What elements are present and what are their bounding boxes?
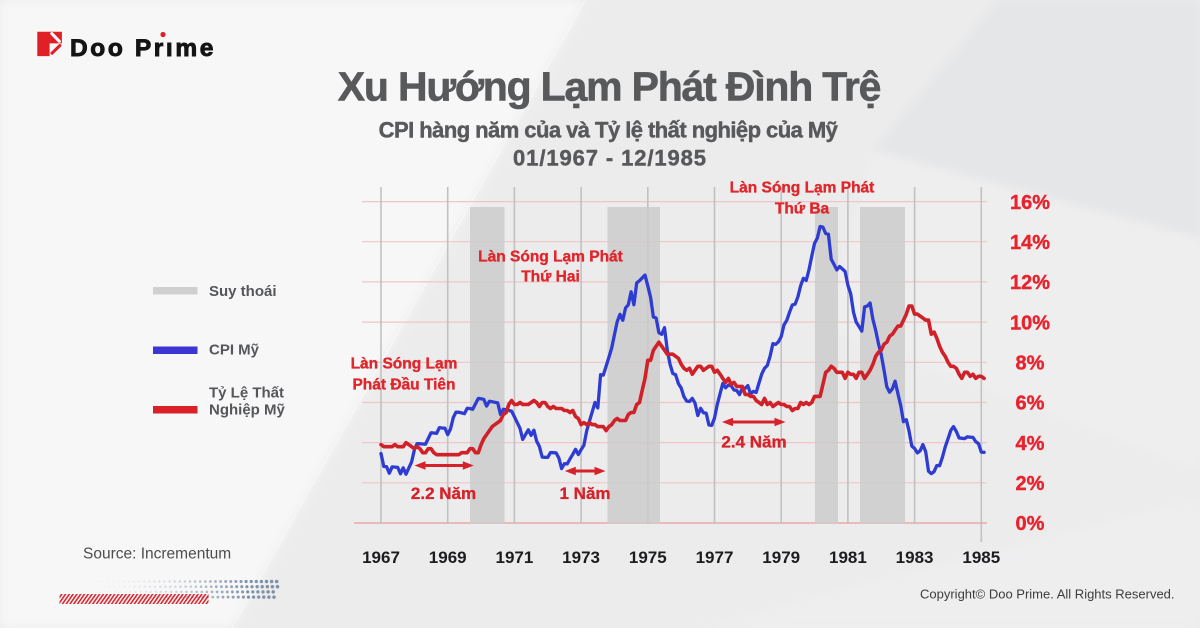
svg-text:Nghiệp Mỹ: Nghiệp Mỹ <box>209 402 285 419</box>
svg-text:1979: 1979 <box>762 548 800 567</box>
svg-text:1967: 1967 <box>362 548 400 567</box>
svg-text:12%: 12% <box>1010 272 1050 294</box>
svg-text:01/1967 - 12/1985: 01/1967 - 12/1985 <box>513 146 707 171</box>
svg-text:14%: 14% <box>1010 232 1050 254</box>
svg-text:1983: 1983 <box>896 548 934 567</box>
svg-text:10%: 10% <box>1010 312 1050 334</box>
svg-text:1981: 1981 <box>829 548 867 567</box>
svg-text:Copyright© Doo Prime. All Righ: Copyright© Doo Prime. All Rights Reserve… <box>920 587 1175 602</box>
svg-text:2.2 Năm: 2.2 Năm <box>411 484 476 503</box>
svg-text:0%: 0% <box>1016 513 1045 535</box>
svg-text:1973: 1973 <box>562 548 600 567</box>
svg-text:Làn Sóng Lạm Phát: Làn Sóng Lạm Phát <box>730 180 875 197</box>
svg-text:Xu Hướng Lạm Phát Đình Trệ: Xu Hướng Lạm Phát Đình Trệ <box>338 64 881 110</box>
svg-text:6%: 6% <box>1016 393 1045 415</box>
svg-text:1 Năm: 1 Năm <box>559 484 610 503</box>
svg-text:1985: 1985 <box>962 548 1000 567</box>
svg-text:1975: 1975 <box>629 548 667 567</box>
svg-text:Làn Sóng Lạm: Làn Sóng Lạm <box>351 356 458 373</box>
svg-text:Source: Incrementum: Source: Incrementum <box>83 546 231 563</box>
svg-text:Làn Sóng Lạm Phát: Làn Sóng Lạm Phát <box>478 248 623 265</box>
svg-text:Doo Prıme: Doo Prıme <box>70 35 216 62</box>
svg-text:4%: 4% <box>1016 433 1045 455</box>
svg-text:2%: 2% <box>1016 473 1045 495</box>
svg-text:8%: 8% <box>1016 353 1045 375</box>
svg-text:CPI hàng năm của và Tỷ lệ thất: CPI hàng năm của và Tỷ lệ thất nghiệp củ… <box>379 118 839 143</box>
svg-text:1971: 1971 <box>495 548 533 567</box>
svg-text:Suy thoái: Suy thoái <box>209 283 277 300</box>
svg-text:1969: 1969 <box>429 548 467 567</box>
svg-text:2.4 Năm: 2.4 Năm <box>721 433 786 452</box>
svg-text:Thứ Hai: Thứ Hai <box>521 268 580 285</box>
svg-text:1977: 1977 <box>696 548 734 567</box>
svg-text:Tỷ Lệ Thất: Tỷ Lệ Thất <box>209 385 284 402</box>
svg-text:Thứ Ba: Thứ Ba <box>775 201 830 218</box>
svg-text:Phát Đầu Tiên: Phát Đầu Tiên <box>352 377 455 394</box>
svg-text:CPI Mỹ: CPI Mỹ <box>209 342 260 359</box>
svg-text:16%: 16% <box>1010 192 1050 214</box>
